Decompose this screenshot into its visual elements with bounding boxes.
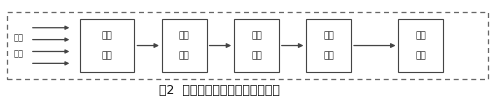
Text: 抬升: 抬升 bbox=[415, 51, 426, 60]
Bar bbox=[162, 19, 207, 72]
Bar bbox=[80, 19, 134, 72]
Text: 一级: 一级 bbox=[179, 31, 190, 40]
Bar bbox=[398, 19, 443, 72]
Text: 前放: 前放 bbox=[102, 31, 113, 40]
Text: 放大: 放大 bbox=[179, 51, 190, 60]
Text: 放大: 放大 bbox=[323, 51, 334, 60]
Bar bbox=[7, 12, 488, 79]
Text: 信号: 信号 bbox=[14, 49, 24, 58]
Text: 图2  记录仪信号调理部分原理框图: 图2 记录仪信号调理部分原理框图 bbox=[159, 84, 279, 97]
Text: 电压: 电压 bbox=[415, 31, 426, 40]
Text: 低通: 低通 bbox=[251, 31, 262, 40]
Bar bbox=[306, 19, 351, 72]
Text: 滤波: 滤波 bbox=[251, 51, 262, 60]
Bar bbox=[234, 19, 279, 72]
Text: 水声: 水声 bbox=[14, 33, 24, 42]
Text: 二级: 二级 bbox=[323, 31, 334, 40]
Text: 模块: 模块 bbox=[102, 51, 113, 60]
